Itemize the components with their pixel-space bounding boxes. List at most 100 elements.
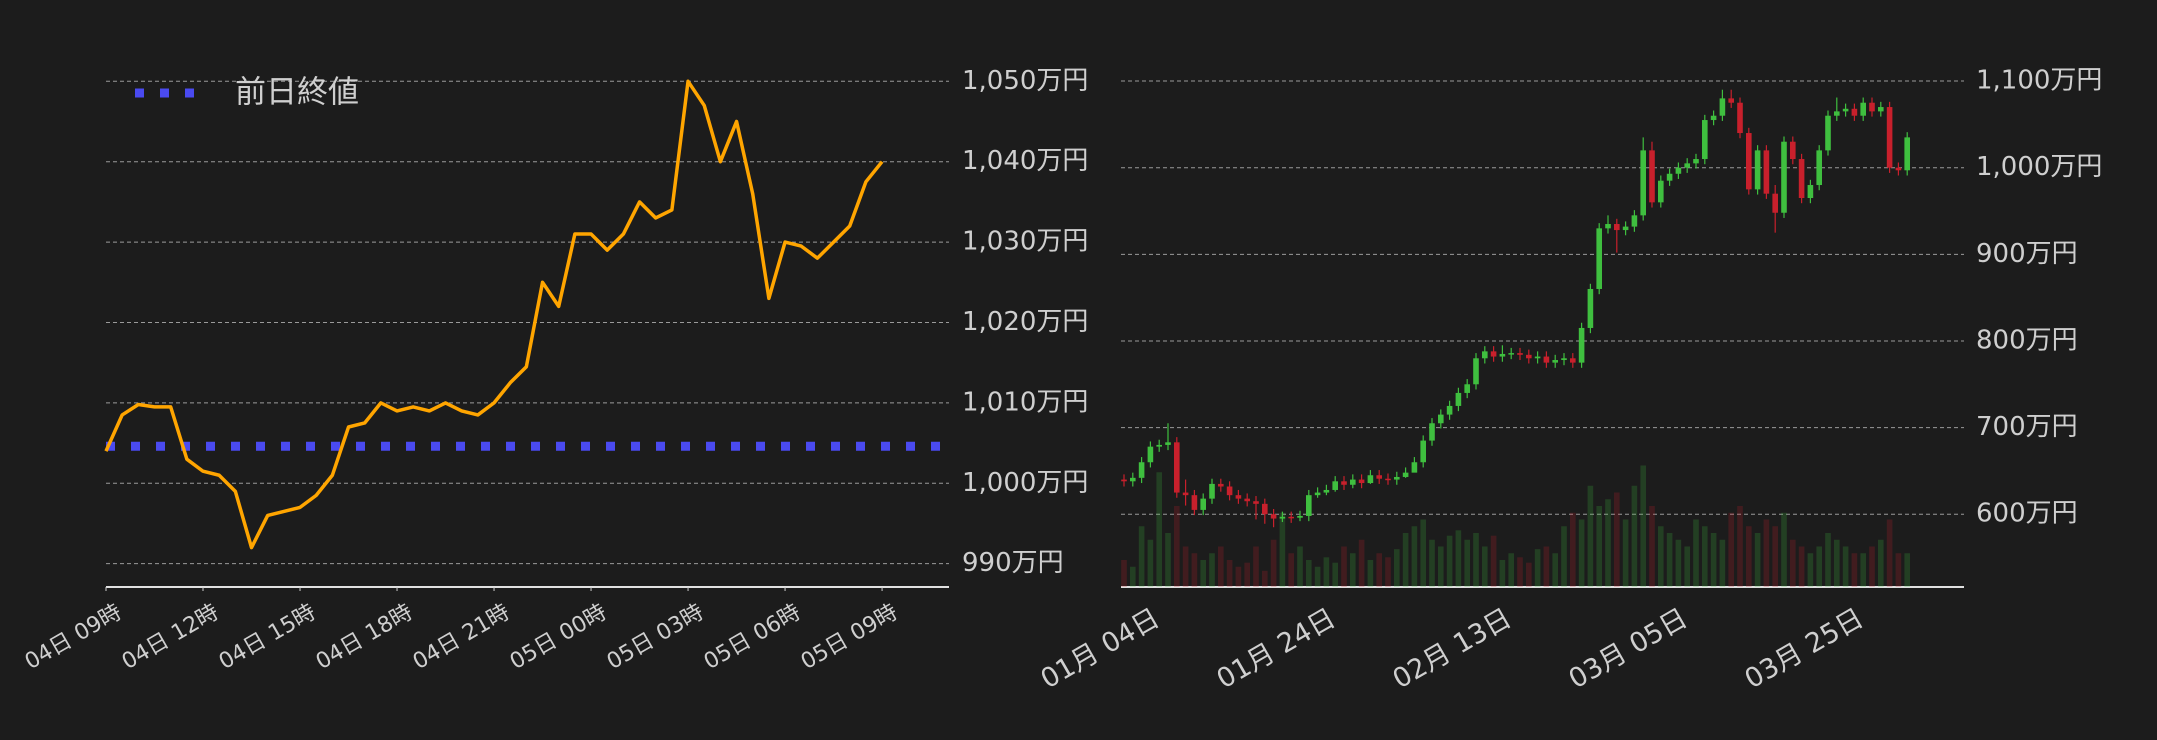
candle-body [1473, 358, 1479, 385]
legend-label: 前日終値 [235, 75, 359, 111]
y-tick-label: 600万円 [1976, 499, 2078, 529]
volume-bar [1596, 506, 1602, 587]
volume-bar [1138, 526, 1145, 587]
candle-body [1737, 102, 1743, 134]
candle-body [1754, 150, 1761, 190]
candle-body [1420, 440, 1426, 463]
y-tick-label: 1,050万円 [962, 66, 1088, 96]
y-tick-label: 1,100万円 [1976, 66, 2102, 96]
volume-bar [1702, 526, 1708, 587]
volume-bar [1270, 539, 1277, 587]
volume-bar [1763, 519, 1770, 587]
volume-bar [1781, 512, 1787, 587]
candle-body [1658, 180, 1664, 203]
candle-body [1605, 224, 1611, 229]
candle-body [1394, 476, 1400, 480]
x-tick-label: 04日 15時 [215, 600, 320, 675]
volume-bar [1279, 512, 1286, 587]
x-tick-label: 04日 12時 [118, 600, 223, 675]
candle-body [1904, 137, 1910, 171]
candle-body [1244, 498, 1250, 502]
candle-body [1719, 98, 1726, 116]
volume-bar [1798, 546, 1805, 587]
candle-body [1886, 107, 1893, 168]
candle-body [1508, 353, 1514, 355]
candle-body [1543, 356, 1550, 363]
y-tick-label: 800万円 [1976, 325, 2078, 355]
volume-bar [1728, 512, 1734, 587]
candle-body [1842, 108, 1849, 112]
volume-bar [1869, 546, 1875, 587]
candle-body [1350, 479, 1356, 485]
volume-bar [1306, 560, 1312, 587]
volume-bar [1200, 560, 1206, 587]
candle-body [1746, 133, 1752, 190]
candle-body [1570, 358, 1576, 363]
volume-bar [1614, 492, 1620, 587]
candle-body [1614, 224, 1620, 231]
volume-bar [1191, 553, 1198, 587]
candle-body [1561, 358, 1567, 361]
candle-body [1297, 515, 1303, 518]
x-tick-label: 05日 06時 [700, 600, 805, 675]
candle-body [1262, 503, 1268, 515]
y-tick-label: 1,010万円 [962, 387, 1088, 417]
volume-bar [1341, 546, 1347, 587]
x-tick-label: 04日 18時 [312, 600, 417, 675]
candle-body [1253, 501, 1259, 504]
candle-body [1702, 120, 1708, 160]
volume-bar [1147, 539, 1154, 587]
candle-body [1182, 492, 1189, 496]
volume-bar [1834, 539, 1840, 587]
x-tick-label: 05日 00時 [506, 600, 611, 675]
volume-bar [1746, 526, 1752, 587]
volume-bar [1174, 506, 1180, 587]
volume-bar [1534, 549, 1541, 587]
volume-bar [1561, 526, 1567, 587]
volume-bar [1631, 485, 1638, 587]
candle-body [1781, 141, 1787, 213]
candle-body [1332, 481, 1338, 490]
y-tick-label: 900万円 [1976, 239, 2078, 269]
volume-bar [1367, 560, 1374, 587]
candle-body [1728, 98, 1734, 103]
candle-body [1772, 193, 1778, 213]
candle-body [1306, 495, 1312, 516]
x-tick-label: 05日 09時 [797, 600, 902, 675]
candle-body [1825, 115, 1831, 151]
volume-bar [1719, 539, 1726, 587]
x-tick-label: 01月 24日 [1212, 603, 1341, 695]
candle-body [1482, 351, 1488, 359]
volume-bar [1288, 553, 1294, 587]
candle-body [1446, 405, 1453, 415]
candle-body [1878, 107, 1884, 112]
candle-body [1358, 479, 1365, 484]
candle-body [1411, 462, 1418, 473]
candle-body [1517, 353, 1523, 355]
candle-body [1666, 173, 1673, 181]
volume-bar [1508, 553, 1514, 587]
volume-bar [1226, 560, 1233, 587]
y-tick-label: 1,000万円 [1976, 152, 2102, 182]
volume-bar [1605, 499, 1611, 587]
volume-bar [1825, 533, 1831, 587]
volume-bar [1666, 533, 1673, 587]
volume-bar [1402, 533, 1409, 587]
volume-bar [1394, 549, 1400, 587]
volume-bar [1517, 557, 1523, 587]
volume-bar [1438, 546, 1444, 587]
volume-bar [1886, 519, 1893, 587]
volume-bar [1358, 539, 1365, 587]
candle-body [1790, 141, 1796, 160]
candle-body [1402, 472, 1409, 477]
candle-body [1209, 483, 1215, 499]
candle-body [1684, 163, 1690, 168]
candle-body [1226, 486, 1233, 496]
candle-body [1130, 477, 1136, 482]
candle-body [1429, 423, 1435, 441]
candle-body [1499, 353, 1506, 357]
volume-bar [1482, 546, 1488, 587]
x-tick-label: 02月 13日 [1388, 603, 1517, 695]
volume-bar [1684, 546, 1690, 587]
volume-bar [1235, 566, 1242, 587]
